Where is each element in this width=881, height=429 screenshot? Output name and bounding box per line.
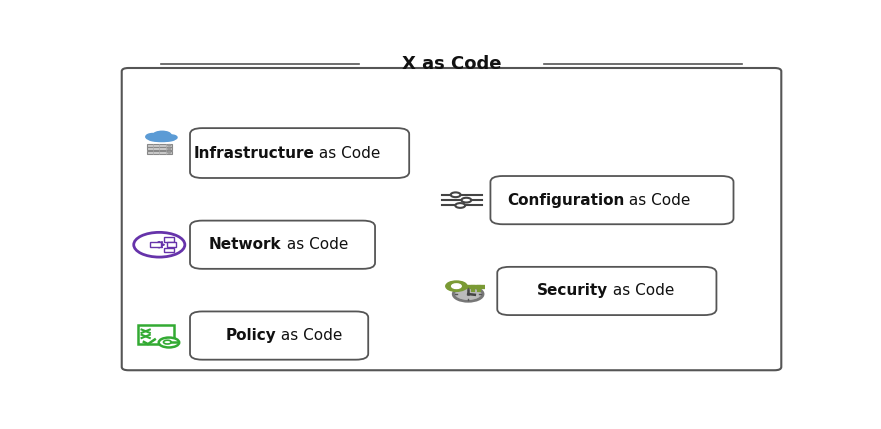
Text: Policy: Policy bbox=[226, 328, 276, 343]
Text: Network as Code: Network as Code bbox=[218, 237, 348, 252]
Text: Security: Security bbox=[537, 284, 608, 299]
Text: as Code: as Code bbox=[625, 193, 691, 208]
Circle shape bbox=[164, 340, 171, 344]
FancyBboxPatch shape bbox=[491, 176, 734, 224]
FancyBboxPatch shape bbox=[146, 148, 172, 150]
FancyBboxPatch shape bbox=[190, 128, 409, 178]
Text: Policy as Code: Policy as Code bbox=[224, 328, 335, 343]
Circle shape bbox=[452, 284, 462, 288]
Text: Security as Code: Security as Code bbox=[542, 284, 671, 299]
Ellipse shape bbox=[145, 133, 160, 140]
Ellipse shape bbox=[153, 131, 171, 139]
Circle shape bbox=[451, 192, 461, 197]
FancyBboxPatch shape bbox=[190, 311, 368, 360]
Circle shape bbox=[167, 152, 171, 153]
FancyBboxPatch shape bbox=[146, 144, 172, 147]
FancyBboxPatch shape bbox=[122, 68, 781, 370]
Text: as Code: as Code bbox=[282, 237, 348, 252]
Circle shape bbox=[462, 198, 471, 202]
FancyBboxPatch shape bbox=[165, 237, 174, 242]
Text: Configuration: Configuration bbox=[507, 193, 625, 208]
Text: X as Code: X as Code bbox=[402, 55, 501, 73]
Circle shape bbox=[453, 287, 483, 301]
Circle shape bbox=[455, 203, 465, 208]
Text: Infrastructure as Code: Infrastructure as Code bbox=[214, 145, 385, 160]
FancyBboxPatch shape bbox=[165, 248, 174, 252]
Text: as Code: as Code bbox=[608, 284, 675, 299]
Text: as Code: as Code bbox=[276, 328, 343, 343]
Ellipse shape bbox=[164, 135, 177, 140]
Text: Network: Network bbox=[209, 237, 282, 252]
Circle shape bbox=[134, 233, 185, 257]
Circle shape bbox=[159, 338, 179, 347]
FancyBboxPatch shape bbox=[138, 325, 174, 344]
Text: as Code: as Code bbox=[314, 145, 381, 160]
Ellipse shape bbox=[149, 137, 174, 142]
FancyBboxPatch shape bbox=[190, 221, 375, 269]
FancyBboxPatch shape bbox=[167, 242, 176, 247]
Circle shape bbox=[167, 148, 171, 150]
Text: Configuration as Code: Configuration as Code bbox=[527, 193, 697, 208]
FancyBboxPatch shape bbox=[150, 242, 160, 247]
Circle shape bbox=[167, 145, 171, 146]
Circle shape bbox=[455, 288, 480, 300]
Text: Infrastructure: Infrastructure bbox=[193, 145, 314, 160]
FancyBboxPatch shape bbox=[497, 267, 716, 315]
Circle shape bbox=[446, 281, 467, 291]
FancyBboxPatch shape bbox=[146, 151, 172, 154]
